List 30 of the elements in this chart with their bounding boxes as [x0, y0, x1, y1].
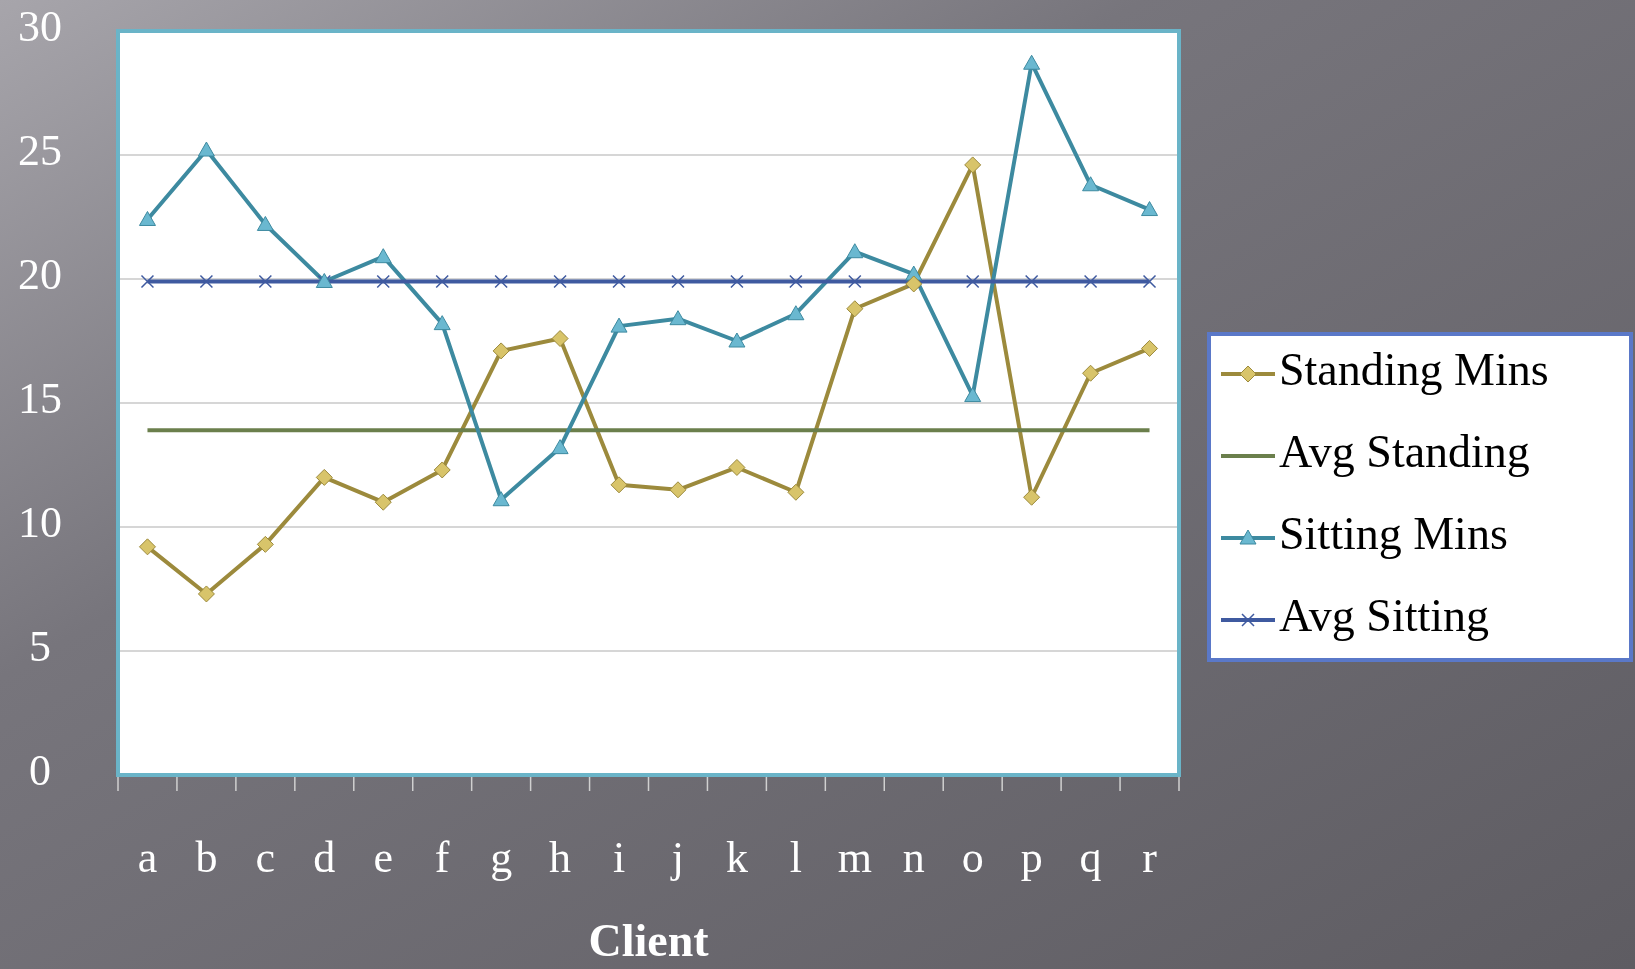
y-tick-label: 20 — [18, 250, 62, 300]
x-tick-label: n — [902, 833, 925, 883]
x-tick-label: c — [255, 833, 276, 883]
x-tick-label: j — [669, 833, 685, 883]
x-tick-label: i — [612, 833, 626, 883]
legend-label: Sitting Mins — [1279, 507, 1508, 559]
x-tick-label: f — [434, 833, 450, 883]
x-tick-label: o — [961, 833, 984, 883]
x-tick-label: g — [490, 833, 513, 883]
x-tick-label: e — [373, 833, 394, 883]
x-tick-label: h — [549, 833, 572, 883]
legend-label: Avg Standing — [1279, 425, 1530, 477]
y-tick-label: 15 — [18, 374, 62, 424]
y-tick-label: 0 — [29, 746, 51, 796]
x-tick-label: d — [313, 833, 336, 883]
legend-label: Standing Mins — [1279, 343, 1549, 395]
x-tick-label: k — [725, 833, 748, 883]
y-tick-label: 10 — [18, 498, 62, 548]
x-tick-label: b — [195, 833, 218, 883]
x-axis-title: Client — [588, 914, 710, 966]
y-tick-label: 5 — [29, 622, 51, 672]
y-tick-label: 25 — [18, 126, 62, 176]
legend-label: Avg Sitting — [1279, 589, 1490, 641]
x-tick-label: a — [137, 833, 158, 883]
y-tick-label: 30 — [18, 2, 62, 52]
x-tick-label: p — [1020, 833, 1043, 883]
x-tick-label: q — [1079, 833, 1102, 883]
x-tick-label: l — [789, 833, 802, 883]
x-tick-label: m — [837, 833, 872, 883]
x-tick-label: r — [1142, 833, 1158, 883]
